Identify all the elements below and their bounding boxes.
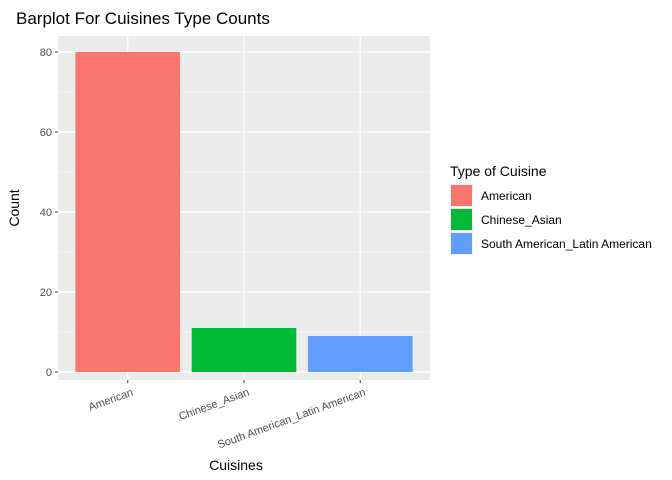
y-axis-ticks: 0 20 40 60 80 [40,47,58,379]
legend-label: American [481,189,532,203]
legend-swatch [451,233,472,254]
x-axis-title: Cuisines [209,457,263,473]
bar [191,328,297,372]
legend-label: Chinese_Asian [481,213,562,227]
legend: Type of Cuisine American Chinese_Asian Sou… [450,163,652,255]
legend-label: South American_Latin American [481,237,652,251]
bar [307,336,413,372]
y-tick-label: 20 [40,287,52,299]
x-tick-label: Chinese_Asian [177,387,251,424]
legend-swatch [451,185,472,206]
legend-title: Type of Cuisine [450,163,547,179]
y-tick-label: 80 [40,47,52,59]
y-tick-label: 40 [40,207,52,219]
x-tick-label: American [87,387,135,414]
y-axis-title: Count [6,189,22,226]
bar [75,52,181,372]
legend-swatch [451,209,472,230]
bars [75,52,413,372]
legend-items: American Chinese_Asian South American_Lati… [450,184,652,255]
y-tick-label: 60 [40,127,52,139]
y-tick-label: 0 [46,367,52,379]
chart-title: Barplot For Cuisines Type Counts [16,9,270,28]
